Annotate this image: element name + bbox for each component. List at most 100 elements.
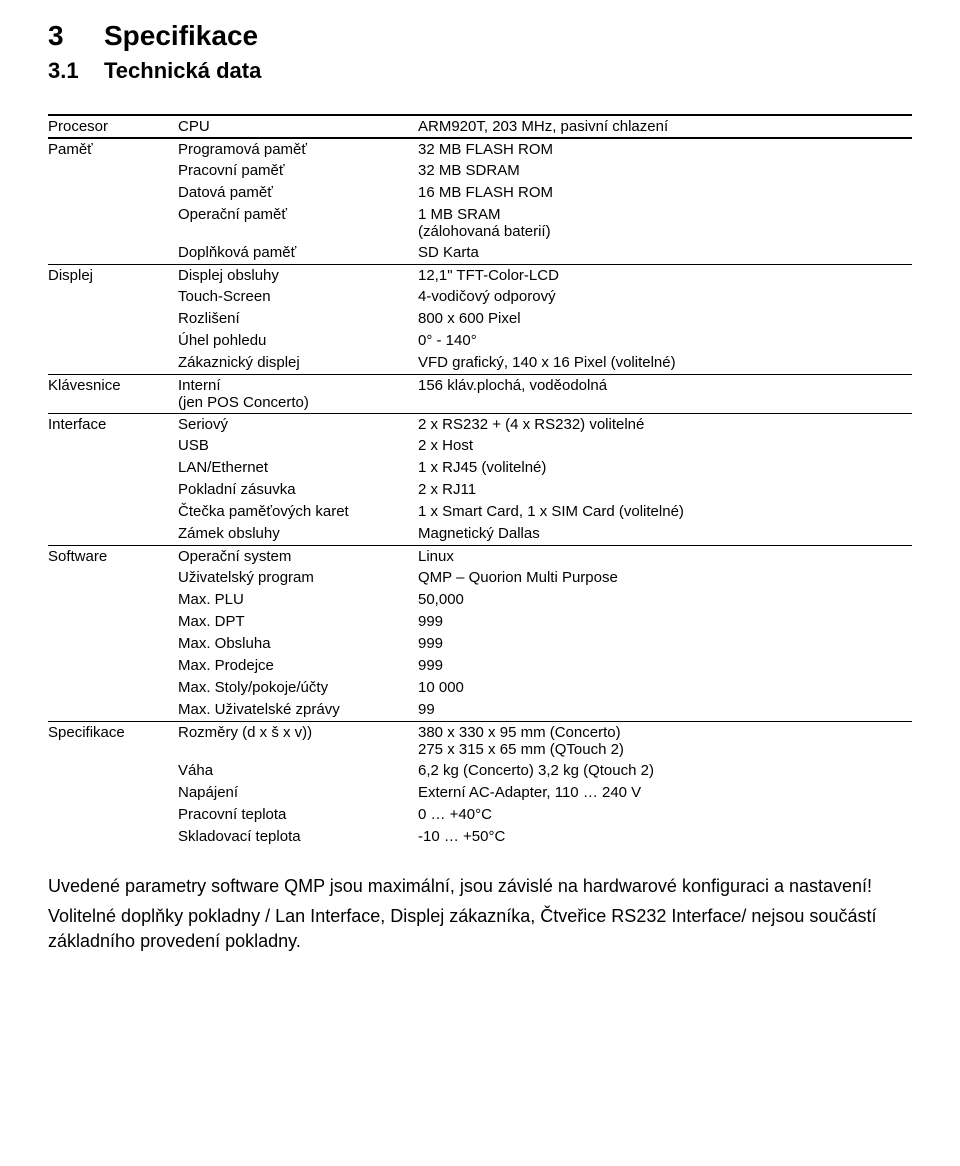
value-cell: SD Karta bbox=[418, 244, 912, 261]
property-cell: Max. Stoly/pokoje/účty bbox=[178, 679, 418, 696]
value-cell: 16 MB FLASH ROM bbox=[418, 184, 912, 201]
table-row: Touch-Screen4-vodičový odporový bbox=[48, 286, 912, 308]
property-cell: Operační system bbox=[178, 548, 418, 565]
table-row: Max. PLU50,000 bbox=[48, 589, 912, 611]
property-cell: Rozměry (d x š x v)) bbox=[178, 724, 418, 741]
spec-table: ProcesorCPUARM920T, 203 MHz, pasivní chl… bbox=[48, 114, 912, 848]
category-cell: Specifikace bbox=[48, 724, 178, 741]
value-cell: 800 x 600 Pixel bbox=[418, 310, 912, 327]
value-cell: 0° - 140° bbox=[418, 332, 912, 349]
value-cell: Linux bbox=[418, 548, 912, 565]
value-cell: Externí AC-Adapter, 110 … 240 V bbox=[418, 784, 912, 801]
table-row: SoftwareOperační systemLinux bbox=[48, 545, 912, 567]
property-cell: Pracovní teplota bbox=[178, 806, 418, 823]
property-cell: Displej obsluhy bbox=[178, 267, 418, 284]
value-cell: 2 x RS232 + (4 x RS232) volitelné bbox=[418, 416, 912, 433]
value-cell: 10 000 bbox=[418, 679, 912, 696]
note-paragraph-1: Uvedené parametry software QMP jsou maxi… bbox=[48, 874, 912, 898]
property-cell: Touch-Screen bbox=[178, 288, 418, 305]
property-cell: Čtečka paměťových karet bbox=[178, 503, 418, 520]
table-row: PaměťProgramová paměť32 MB FLASH ROM bbox=[48, 137, 912, 160]
table-row: Doplňková paměťSD Karta bbox=[48, 242, 912, 264]
property-cell: Úhel pohledu bbox=[178, 332, 418, 349]
property-cell: Doplňková paměť bbox=[178, 244, 418, 261]
table-row: Pracovní teplota 0 … +40°C bbox=[48, 804, 912, 826]
property-cell: CPU bbox=[178, 118, 418, 135]
property-cell: Skladovací teplota bbox=[178, 828, 418, 845]
category-cell: Procesor bbox=[48, 118, 178, 135]
property-cell: Pokladní zásuvka bbox=[178, 481, 418, 498]
value-cell: 999 bbox=[418, 613, 912, 630]
table-row: Max. Obsluha999 bbox=[48, 633, 912, 655]
value-cell: 32 MB FLASH ROM bbox=[418, 141, 912, 158]
value-cell: -10 … +50°C bbox=[418, 828, 912, 845]
category-cell: Software bbox=[48, 548, 178, 565]
property-cell: LAN/Ethernet bbox=[178, 459, 418, 476]
value-cell: 999 bbox=[418, 635, 912, 652]
property-cell: Datová paměť bbox=[178, 184, 418, 201]
table-row: Max. DPT999 bbox=[48, 611, 912, 633]
heading-text: Specifikace bbox=[104, 20, 258, 52]
property-cell: Max. PLU bbox=[178, 591, 418, 608]
value-cell: 32 MB SDRAM bbox=[418, 162, 912, 179]
category-cell: Interface bbox=[48, 416, 178, 433]
value-cell: 1 x Smart Card, 1 x SIM Card (volitelné) bbox=[418, 503, 912, 520]
value-cell: 380 x 330 x 95 mm (Concerto) 275 x 315 x… bbox=[418, 724, 912, 758]
property-cell: Pracovní paměť bbox=[178, 162, 418, 179]
subheading: 3.1 Technická data bbox=[48, 58, 912, 84]
value-cell: 1 x RJ45 (volitelné) bbox=[418, 459, 912, 476]
property-cell: Interní (jen POS Concerto) bbox=[178, 377, 418, 411]
property-cell: Seriový bbox=[178, 416, 418, 433]
table-row: Zákaznický displejVFD grafický, 140 x 16… bbox=[48, 352, 912, 374]
table-row: ProcesorCPUARM920T, 203 MHz, pasivní chl… bbox=[48, 114, 912, 137]
table-row: Datová paměť16 MB FLASH ROM bbox=[48, 182, 912, 204]
table-row: Max. Prodejce999 bbox=[48, 655, 912, 677]
table-row: Zámek obsluhyMagnetický Dallas bbox=[48, 523, 912, 545]
category-cell: Paměť bbox=[48, 141, 178, 158]
subheading-text: Technická data bbox=[104, 58, 261, 84]
table-row: Uživatelský programQMP – Quorion Multi P… bbox=[48, 567, 912, 589]
heading-number: 3 bbox=[48, 20, 104, 52]
table-row: DisplejDisplej obsluhy12,1" TFT-Color-LC… bbox=[48, 264, 912, 286]
value-cell: 99 bbox=[418, 701, 912, 718]
table-row: SpecifikaceRozměry (d x š x v))380 x 330… bbox=[48, 721, 912, 760]
table-row: Operační paměť1 MB SRAM (zálohovaná bate… bbox=[48, 204, 912, 242]
table-row: Pracovní paměť32 MB SDRAM bbox=[48, 160, 912, 182]
table-row: Rozlišení800 x 600 Pixel bbox=[48, 308, 912, 330]
property-cell: Váha bbox=[178, 762, 418, 779]
property-cell: Zámek obsluhy bbox=[178, 525, 418, 542]
value-cell: 0 … +40°C bbox=[418, 806, 912, 823]
value-cell: 4-vodičový odporový bbox=[418, 288, 912, 305]
property-cell: Rozlišení bbox=[178, 310, 418, 327]
table-row: KlávesniceInterní (jen POS Concerto)156 … bbox=[48, 374, 912, 413]
table-row: Pokladní zásuvka2 x RJ11 bbox=[48, 479, 912, 501]
property-cell: Programová paměť bbox=[178, 141, 418, 158]
table-row: Skladovací teplota-10 … +50°C bbox=[48, 826, 912, 848]
heading: 3 Specifikace bbox=[48, 20, 912, 52]
property-cell: Operační paměť bbox=[178, 206, 418, 223]
property-cell: Napájení bbox=[178, 784, 418, 801]
property-cell: Max. Obsluha bbox=[178, 635, 418, 652]
category-cell: Displej bbox=[48, 267, 178, 284]
value-cell: Magnetický Dallas bbox=[418, 525, 912, 542]
table-row: InterfaceSeriový2 x RS232 + (4 x RS232) … bbox=[48, 413, 912, 435]
value-cell: QMP – Quorion Multi Purpose bbox=[418, 569, 912, 586]
property-cell: USB bbox=[178, 437, 418, 454]
value-cell: 999 bbox=[418, 657, 912, 674]
table-row: Čtečka paměťových karet1 x Smart Card, 1… bbox=[48, 501, 912, 523]
value-cell: VFD grafický, 140 x 16 Pixel (volitelné) bbox=[418, 354, 912, 371]
table-row: Max. Uživatelské zprávy99 bbox=[48, 699, 912, 721]
value-cell: ARM920T, 203 MHz, pasivní chlazení bbox=[418, 118, 912, 135]
property-cell: Max. DPT bbox=[178, 613, 418, 630]
table-row: Úhel pohledu0° - 140° bbox=[48, 330, 912, 352]
value-cell: 6,2 kg (Concerto) 3,2 kg (Qtouch 2) bbox=[418, 762, 912, 779]
subheading-number: 3.1 bbox=[48, 58, 104, 84]
value-cell: 50,000 bbox=[418, 591, 912, 608]
value-cell: 156 kláv.plochá, voděodolná bbox=[418, 377, 912, 394]
value-cell: 12,1" TFT-Color-LCD bbox=[418, 267, 912, 284]
property-cell: Uživatelský program bbox=[178, 569, 418, 586]
property-cell: Max. Uživatelské zprávy bbox=[178, 701, 418, 718]
value-cell: 2 x RJ11 bbox=[418, 481, 912, 498]
table-row: Váha6,2 kg (Concerto) 3,2 kg (Qtouch 2) bbox=[48, 760, 912, 782]
table-row: NapájeníExterní AC-Adapter, 110 … 240 V bbox=[48, 782, 912, 804]
